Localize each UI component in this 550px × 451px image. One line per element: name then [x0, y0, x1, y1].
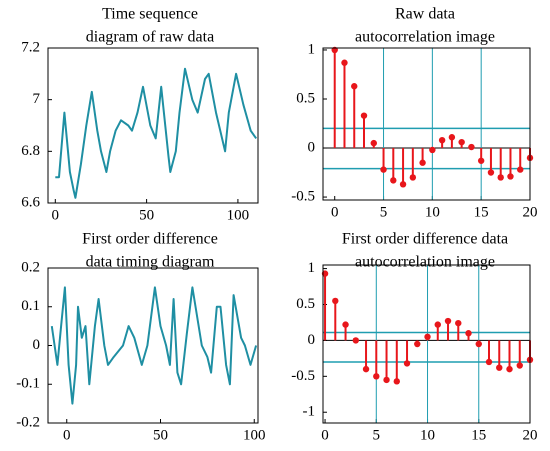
- stem-marker: [380, 166, 387, 173]
- x-tick-label: 20: [523, 204, 538, 220]
- subplot-title: Time sequence: [102, 6, 198, 23]
- subplot-title: First order difference: [82, 231, 218, 248]
- stem-marker: [468, 143, 475, 151]
- stem-marker: [419, 159, 426, 166]
- stem-marker: [399, 181, 407, 188]
- stem-marker: [458, 138, 465, 146]
- x-tick-label: 0: [321, 427, 329, 443]
- plot-frame: [322, 47, 531, 201]
- subplot-title: data timing diagram: [86, 254, 215, 271]
- stem-marker: [373, 373, 380, 380]
- stem-marker: [434, 321, 441, 328]
- stem-marker: [485, 358, 493, 366]
- y-tick-label: 7: [33, 91, 41, 107]
- stem-marker: [475, 340, 482, 348]
- stem-marker: [341, 59, 348, 66]
- stem-marker: [429, 146, 436, 154]
- subplot: First order difference data timing diagra…: [16, 231, 265, 444]
- stem-marker: [506, 365, 513, 373]
- subplot-title: autocorrelation image: [355, 254, 495, 271]
- stem-marker: [383, 376, 390, 384]
- stem-marker: [362, 365, 370, 373]
- series-line: [55, 67, 258, 199]
- plot-frame: [47, 47, 259, 204]
- x-tick-label: 15: [471, 427, 486, 443]
- x-tick-label: 50: [139, 207, 154, 223]
- stem-marker: [455, 319, 462, 327]
- stem-marker: [424, 333, 431, 341]
- y-tick-label: 0.5: [296, 90, 315, 106]
- y-tick-label: 7.2: [21, 39, 40, 55]
- stem-marker: [497, 174, 504, 181]
- x-tick-label: 5: [380, 204, 388, 220]
- y-tick-label: 6.6: [21, 194, 40, 210]
- y-tick-label: 0: [308, 332, 316, 348]
- subplot-title: Raw data: [395, 6, 455, 23]
- plot-frame: [47, 267, 259, 424]
- y-tick-label: 0: [308, 139, 316, 155]
- y-tick-label: 0.1: [21, 298, 40, 314]
- y-tick-label: -0.1: [16, 376, 40, 392]
- x-tick-label: 0: [52, 207, 60, 223]
- stem-marker: [517, 166, 524, 173]
- x-tick-label: 0: [63, 427, 71, 443]
- stem-marker: [342, 321, 349, 328]
- y-tick-label: 6.8: [21, 143, 40, 159]
- y-tick-label: 0: [33, 337, 41, 353]
- stem-marker: [414, 340, 421, 348]
- y-tick-label: 1: [308, 260, 316, 276]
- subplot: First order difference data autocorrelati…: [291, 231, 537, 444]
- y-tick-label: 1: [308, 41, 316, 57]
- x-tick-label: 100: [243, 427, 266, 443]
- plot-frame: [322, 264, 531, 424]
- stem-marker: [507, 173, 514, 180]
- stem-marker: [351, 83, 358, 90]
- stem-marker: [487, 169, 495, 176]
- stem-marker: [444, 317, 452, 325]
- stem-marker: [477, 157, 485, 164]
- stem-marker: [390, 177, 397, 184]
- x-tick-label: 10: [425, 204, 440, 220]
- stem-marker: [352, 337, 359, 344]
- x-tick-label: 15: [474, 204, 489, 220]
- x-tick-label: 10: [420, 427, 435, 443]
- x-tick-label: 0: [331, 204, 339, 220]
- stem-marker: [516, 362, 523, 369]
- stem-marker: [332, 297, 339, 305]
- stem-marker: [438, 136, 446, 144]
- x-tick-label: 50: [153, 427, 168, 443]
- stem-marker: [370, 139, 377, 147]
- y-tick-label: 0.2: [21, 259, 40, 275]
- y-tick-label: -0.2: [16, 414, 40, 430]
- subplot-title: First order difference data: [342, 231, 508, 248]
- stem-marker: [409, 174, 417, 181]
- stem-marker: [360, 112, 368, 119]
- stem-marker: [393, 378, 400, 385]
- y-tick-label: -0.5: [291, 368, 315, 384]
- x-tick-label: 20: [523, 427, 538, 443]
- y-tick-label: 0.5: [296, 296, 315, 312]
- stem-marker: [448, 134, 456, 141]
- y-tick-label: -0.5: [291, 188, 315, 204]
- stem-marker: [403, 360, 411, 367]
- y-tick-label: -1: [303, 404, 316, 420]
- x-tick-label: 5: [373, 427, 381, 443]
- subplot-title: autocorrelation image: [355, 29, 495, 46]
- stem-marker: [496, 364, 503, 371]
- subplot: Time sequence diagram of raw data 6.6 6.8 7 7…: [21, 6, 259, 223]
- stem-marker: [465, 330, 472, 337]
- series-line: [50, 286, 258, 405]
- x-tick-label: 100: [227, 207, 250, 223]
- subplot-title: diagram of raw data: [86, 29, 214, 46]
